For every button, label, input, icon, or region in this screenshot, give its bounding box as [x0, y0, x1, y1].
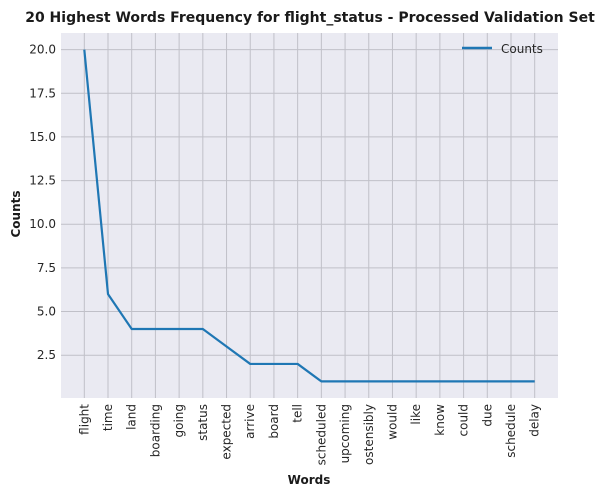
x-tick-label: like [409, 404, 423, 425]
y-tick-label: 10.0 [29, 217, 56, 231]
x-axis-ticks: flight time land boarding going status expecte… [77, 404, 541, 466]
x-tick-label: scheduled [314, 404, 328, 465]
x-tick-label: flight [77, 404, 91, 435]
x-tick-label: land [125, 404, 139, 430]
y-tick-label: 17.5 [29, 86, 56, 100]
y-tick-label: 5.0 [37, 305, 56, 319]
y-axis-label: Counts [9, 190, 23, 237]
grid-lines [61, 33, 558, 398]
x-tick-label: boarding [148, 404, 162, 457]
x-tick-label: schedule [504, 404, 518, 458]
y-tick-label: 20.0 [29, 43, 56, 57]
legend-label: Counts [501, 42, 543, 56]
y-tick-label: 2.5 [37, 348, 56, 362]
x-tick-label: could [457, 404, 471, 437]
x-tick-label: board [267, 404, 281, 439]
x-tick-label: ostensibly [362, 404, 376, 465]
x-tick-label: expected [220, 404, 234, 460]
x-tick-label: going [172, 404, 186, 438]
series-line [83, 49, 535, 383]
plot-area [61, 33, 558, 398]
x-tick-label: know [433, 404, 447, 436]
x-axis-label: Words [288, 473, 331, 487]
y-tick-label: 7.5 [37, 261, 56, 275]
x-tick-label: upcoming [338, 404, 352, 463]
x-tick-label: arrive [243, 404, 257, 439]
legend: Counts [462, 42, 543, 56]
y-tick-label: 12.5 [29, 174, 56, 188]
y-axis-ticks: 2.5 5.0 7.5 10.0 12.5 15.0 17.5 20.0 [29, 43, 56, 363]
chart-title: 20 Highest Words Frequency for flight_st… [25, 10, 595, 26]
x-tick-label: due [480, 404, 494, 427]
series-layer [83, 49, 535, 383]
x-tick-label: delay [528, 404, 542, 437]
x-tick-label: status [196, 404, 210, 441]
x-tick-label: tell [291, 404, 305, 423]
x-tick-label: time [101, 404, 115, 431]
x-tick-label: would [385, 404, 399, 440]
y-tick-label: 15.0 [29, 130, 56, 144]
